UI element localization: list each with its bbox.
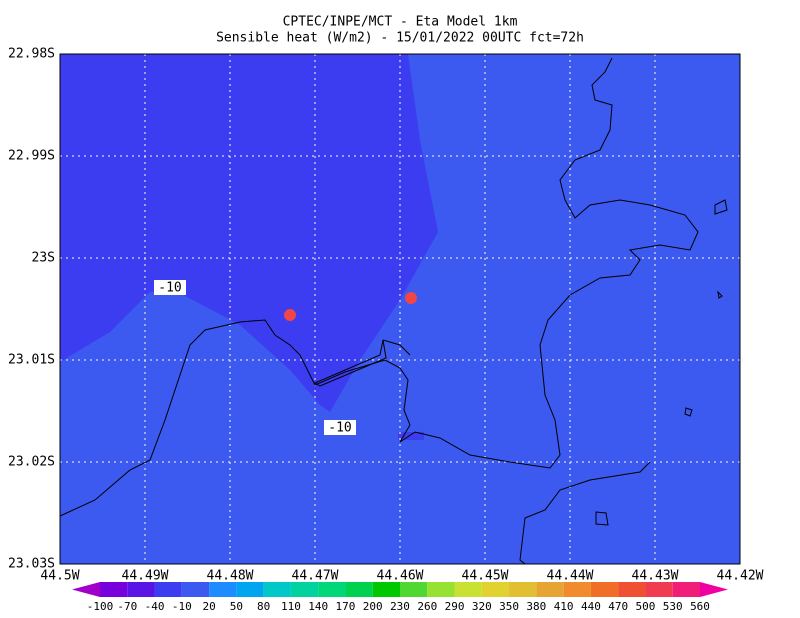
colorbar-label: 230: [390, 600, 410, 613]
colorbar-arrow: [700, 582, 728, 597]
x-tick-label: 44.48W: [207, 569, 254, 584]
colorbar-label: 560: [690, 600, 710, 613]
colorbar-box: [400, 582, 428, 597]
colorbar-box: [209, 582, 237, 597]
colorbar-box: [509, 582, 537, 597]
y-tick-label: 22.98S: [8, 47, 55, 62]
colorbar-label: 50: [230, 600, 243, 613]
y-tick-label: 23.02S: [8, 455, 55, 470]
colorbar-box: [672, 582, 700, 597]
colorbar-label: 110: [281, 600, 301, 613]
x-tick-label: 44.43W: [632, 569, 679, 584]
colorbar-box: [590, 582, 619, 597]
y-tick-label: 23.01S: [8, 353, 55, 368]
colorbar-label: 530: [663, 600, 683, 613]
colorbar-box: [372, 582, 400, 597]
colorbar-box: [645, 582, 673, 597]
colorbar-box: [236, 582, 264, 597]
colorbar-box: [181, 582, 210, 597]
x-tick-label: 44.42W: [717, 569, 764, 584]
colorbar-label: 350: [499, 600, 519, 613]
colorbar-label: 320: [472, 600, 492, 613]
colorbar-label: -10: [172, 600, 192, 613]
colorbar-label: 200: [363, 600, 383, 613]
colorbar-arrow: [72, 582, 100, 597]
colorbar-box: [318, 582, 346, 597]
colorbar-label: -40: [145, 600, 165, 613]
coastline: [313, 339, 387, 387]
plot-frame: [59, 53, 741, 565]
colorbar-box: [127, 582, 155, 597]
colorbar-label: 290: [445, 600, 465, 613]
x-tick-label: 44.44W: [547, 569, 594, 584]
colorbar-label: -100: [87, 600, 114, 613]
colorbar-label: 80: [257, 600, 270, 613]
colorbar-box: [427, 582, 455, 597]
chart-subtitle: Sensible heat (W/m2) - 15/01/2022 00UTC …: [216, 31, 584, 46]
colorbar-label: 140: [308, 600, 328, 613]
x-tick-label: 44.49W: [122, 569, 169, 584]
x-tick-label: 44.47W: [292, 569, 339, 584]
colorbar-label: -70: [117, 600, 137, 613]
chart-title: CPTEC/INPE/MCT - Eta Model 1km: [283, 15, 518, 30]
colorbar-box: [454, 582, 482, 597]
colorbar-label: 470: [608, 600, 628, 613]
field-region: [60, 54, 438, 412]
contour-label-box: [154, 280, 186, 295]
colorbar-label: 410: [554, 600, 574, 613]
coastline: [519, 461, 651, 565]
colorbar-label: 440: [581, 600, 601, 613]
contour-label: -10: [328, 421, 351, 436]
colorbar-label: 380: [526, 600, 546, 613]
coastline: [382, 339, 411, 356]
x-tick-label: 44.46W: [377, 569, 424, 584]
colorbar-box: [563, 582, 591, 597]
colorbar-box: [290, 582, 319, 597]
coastline: [595, 199, 728, 526]
contour-label: -10: [158, 281, 181, 296]
coastline: [59, 57, 699, 517]
colorbar-box: [154, 582, 182, 597]
location-marker: [284, 309, 296, 321]
colorbar-box: [481, 582, 510, 597]
colorbar-label: 20: [202, 600, 215, 613]
colorbar-box: [536, 582, 564, 597]
colorbar-box: [618, 582, 646, 597]
colorbar-box: [263, 582, 291, 597]
colorbar-label: 170: [336, 600, 356, 613]
x-tick-label: 44.5W: [40, 569, 79, 584]
location-marker: [405, 292, 417, 304]
y-tick-label: 22.99S: [8, 149, 55, 164]
y-tick-label: 23S: [32, 251, 55, 266]
colorbar-label: 260: [417, 600, 437, 613]
colorbar-box: [100, 582, 128, 597]
colorbar-box: [345, 582, 373, 597]
y-tick-label: 23.03S: [8, 557, 55, 572]
contour-label-box: [324, 420, 356, 435]
colorbar-label: 500: [636, 600, 656, 613]
x-tick-label: 44.45W: [462, 569, 509, 584]
